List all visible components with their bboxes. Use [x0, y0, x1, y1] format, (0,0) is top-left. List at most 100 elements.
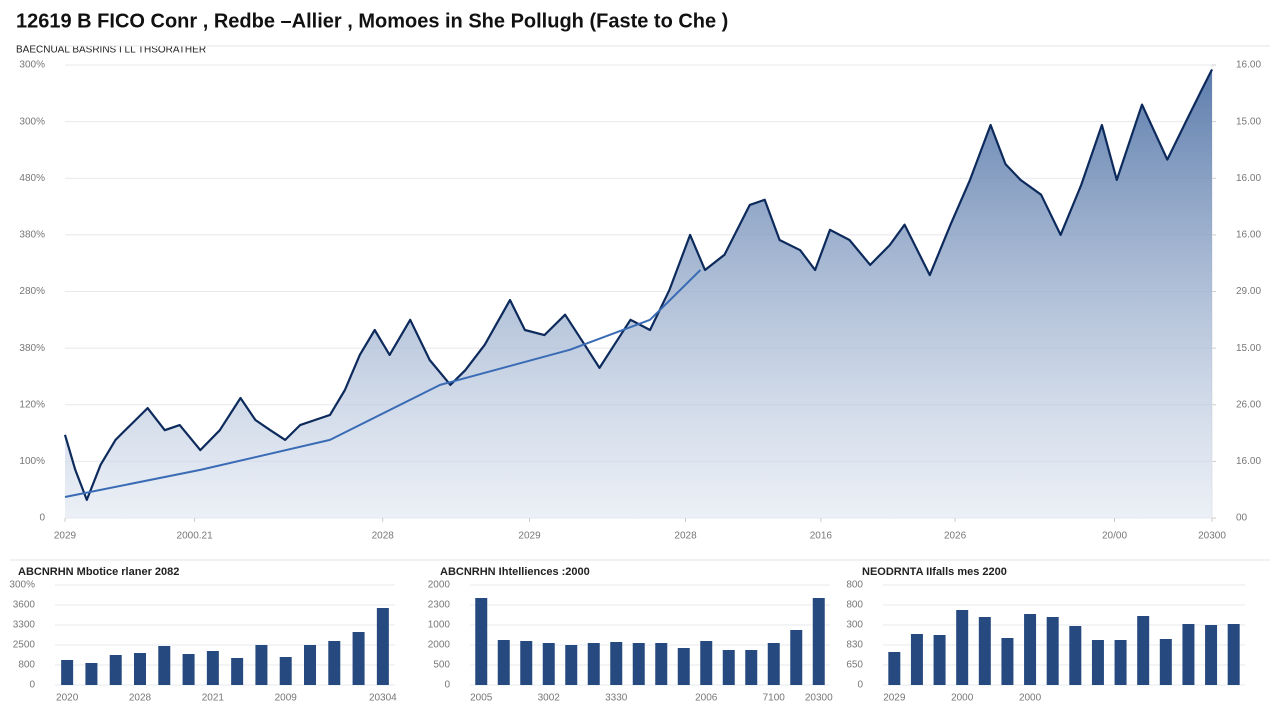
area-fill: [65, 69, 1212, 518]
y-tick-label: 120%: [19, 399, 45, 410]
y-tick-label: 480%: [19, 173, 45, 184]
bar: [655, 643, 668, 685]
bar: [475, 598, 488, 685]
bar: [85, 663, 98, 685]
x-tick-label: 2021: [202, 693, 225, 704]
bar: [1001, 638, 1014, 685]
x-tick-label: 3330: [605, 693, 628, 704]
x-tick-label: 2029: [54, 531, 77, 542]
y-tick-label: 300%: [19, 116, 45, 127]
y2-tick-label: 16.00: [1236, 60, 1261, 71]
y2-tick-label: 29.00: [1236, 286, 1261, 297]
x-tick-label: 2026: [944, 531, 967, 542]
bar: [328, 641, 341, 685]
bar: [255, 645, 268, 685]
bar: [1091, 640, 1104, 685]
y2-tick-label: 15.00: [1236, 343, 1261, 354]
bar: [520, 641, 533, 685]
y-tick-label: 800: [18, 660, 35, 671]
y-tick-label: 380%: [19, 230, 45, 241]
y-tick-label: 280%: [19, 286, 45, 297]
x-tick-label: 2028: [674, 531, 697, 542]
bar: [956, 610, 969, 685]
x-tick-label: 2029: [883, 693, 906, 704]
bar: [1069, 626, 1082, 685]
bar: [910, 634, 923, 685]
bar: [677, 648, 690, 685]
y-tick-label: 100%: [19, 456, 45, 467]
y-tick-label: 300%: [19, 60, 45, 71]
x-tick-label: 20/00: [1102, 531, 1127, 542]
x-tick-label: 3002: [538, 693, 561, 704]
bar: [134, 653, 146, 685]
y2-tick-label: 15.00: [1236, 116, 1261, 127]
y-tick-label: 2000: [428, 580, 451, 591]
bar: [745, 650, 758, 685]
bar: [1046, 617, 1059, 685]
x-tick-label: 7100: [763, 693, 786, 704]
y2-tick-label: 16.00: [1236, 230, 1261, 241]
bar: [279, 657, 292, 685]
bar: [304, 645, 316, 685]
y-tick-label: 380%: [19, 343, 45, 354]
x-tick-label: 2005: [470, 693, 493, 704]
bar: [1024, 614, 1037, 685]
x-tick-label: 2016: [810, 531, 833, 542]
data-line: [64, 269, 702, 498]
bar: [542, 643, 555, 685]
bar: [888, 652, 901, 685]
bar: [767, 643, 780, 685]
x-tick-label: 2000: [1019, 693, 1042, 704]
x-tick-label: 2028: [372, 531, 395, 542]
bar: [109, 655, 122, 685]
x-tick-label: 20300: [805, 693, 833, 704]
y-tick-label: 3300: [13, 620, 36, 631]
y-tick-label: 0: [857, 680, 863, 691]
y-tick-label: 3600: [13, 600, 36, 611]
chart-title: 12619 B FICO Conr , Redbe –Allier , Momo…: [16, 10, 728, 32]
y-tick-label: 500: [433, 660, 450, 671]
bar: [1114, 640, 1127, 685]
bar: [1137, 616, 1150, 685]
bar: [206, 651, 219, 685]
panel-title: ABCNRHN Ihtelliences :2000: [440, 566, 590, 578]
bar: [1182, 624, 1195, 685]
y-tick-label: 0: [29, 680, 35, 691]
bar: [812, 598, 825, 685]
y-tick-label: 0: [444, 680, 450, 691]
bar: [182, 654, 195, 685]
y-tick-label: 2500: [13, 640, 36, 651]
y-tick-label: 2000: [428, 640, 451, 651]
y-tick-label: 830: [846, 640, 863, 651]
panel-title: NEODRNTA IIfalls mes 2200: [862, 566, 1007, 578]
bar: [610, 642, 623, 685]
bar: [497, 640, 510, 685]
x-tick-label: 2029: [518, 531, 541, 542]
y-tick-label: 300: [846, 620, 863, 631]
y-tick-label: 800: [846, 580, 863, 591]
bar: [700, 641, 713, 685]
x-tick-label: 2006: [695, 693, 718, 704]
y-tick-label: 1000: [428, 620, 451, 631]
bar: [565, 645, 578, 685]
bar: [1227, 624, 1240, 685]
chart-subtitle: BAECNUAL BASRINS I LL THSORATHER: [16, 45, 206, 56]
bar: [790, 630, 803, 685]
x-tick-label: 2020: [56, 693, 79, 704]
x-tick-label: 20300: [1198, 531, 1226, 542]
bar: [933, 635, 946, 685]
bar: [587, 643, 600, 685]
bar: [1159, 639, 1172, 685]
y2-tick-label: 16.00: [1236, 173, 1261, 184]
bar: [722, 650, 735, 685]
y-tick-label: 0: [39, 513, 45, 524]
bar: [352, 632, 365, 685]
x-tick-label: 2009: [275, 693, 298, 704]
y-tick-label: 300%: [9, 580, 35, 591]
y-tick-label: 650: [846, 660, 863, 671]
bar: [231, 658, 244, 685]
y-tick-label: 800: [846, 600, 863, 611]
y2-tick-label: 16.00: [1236, 456, 1261, 467]
bar: [632, 643, 645, 685]
